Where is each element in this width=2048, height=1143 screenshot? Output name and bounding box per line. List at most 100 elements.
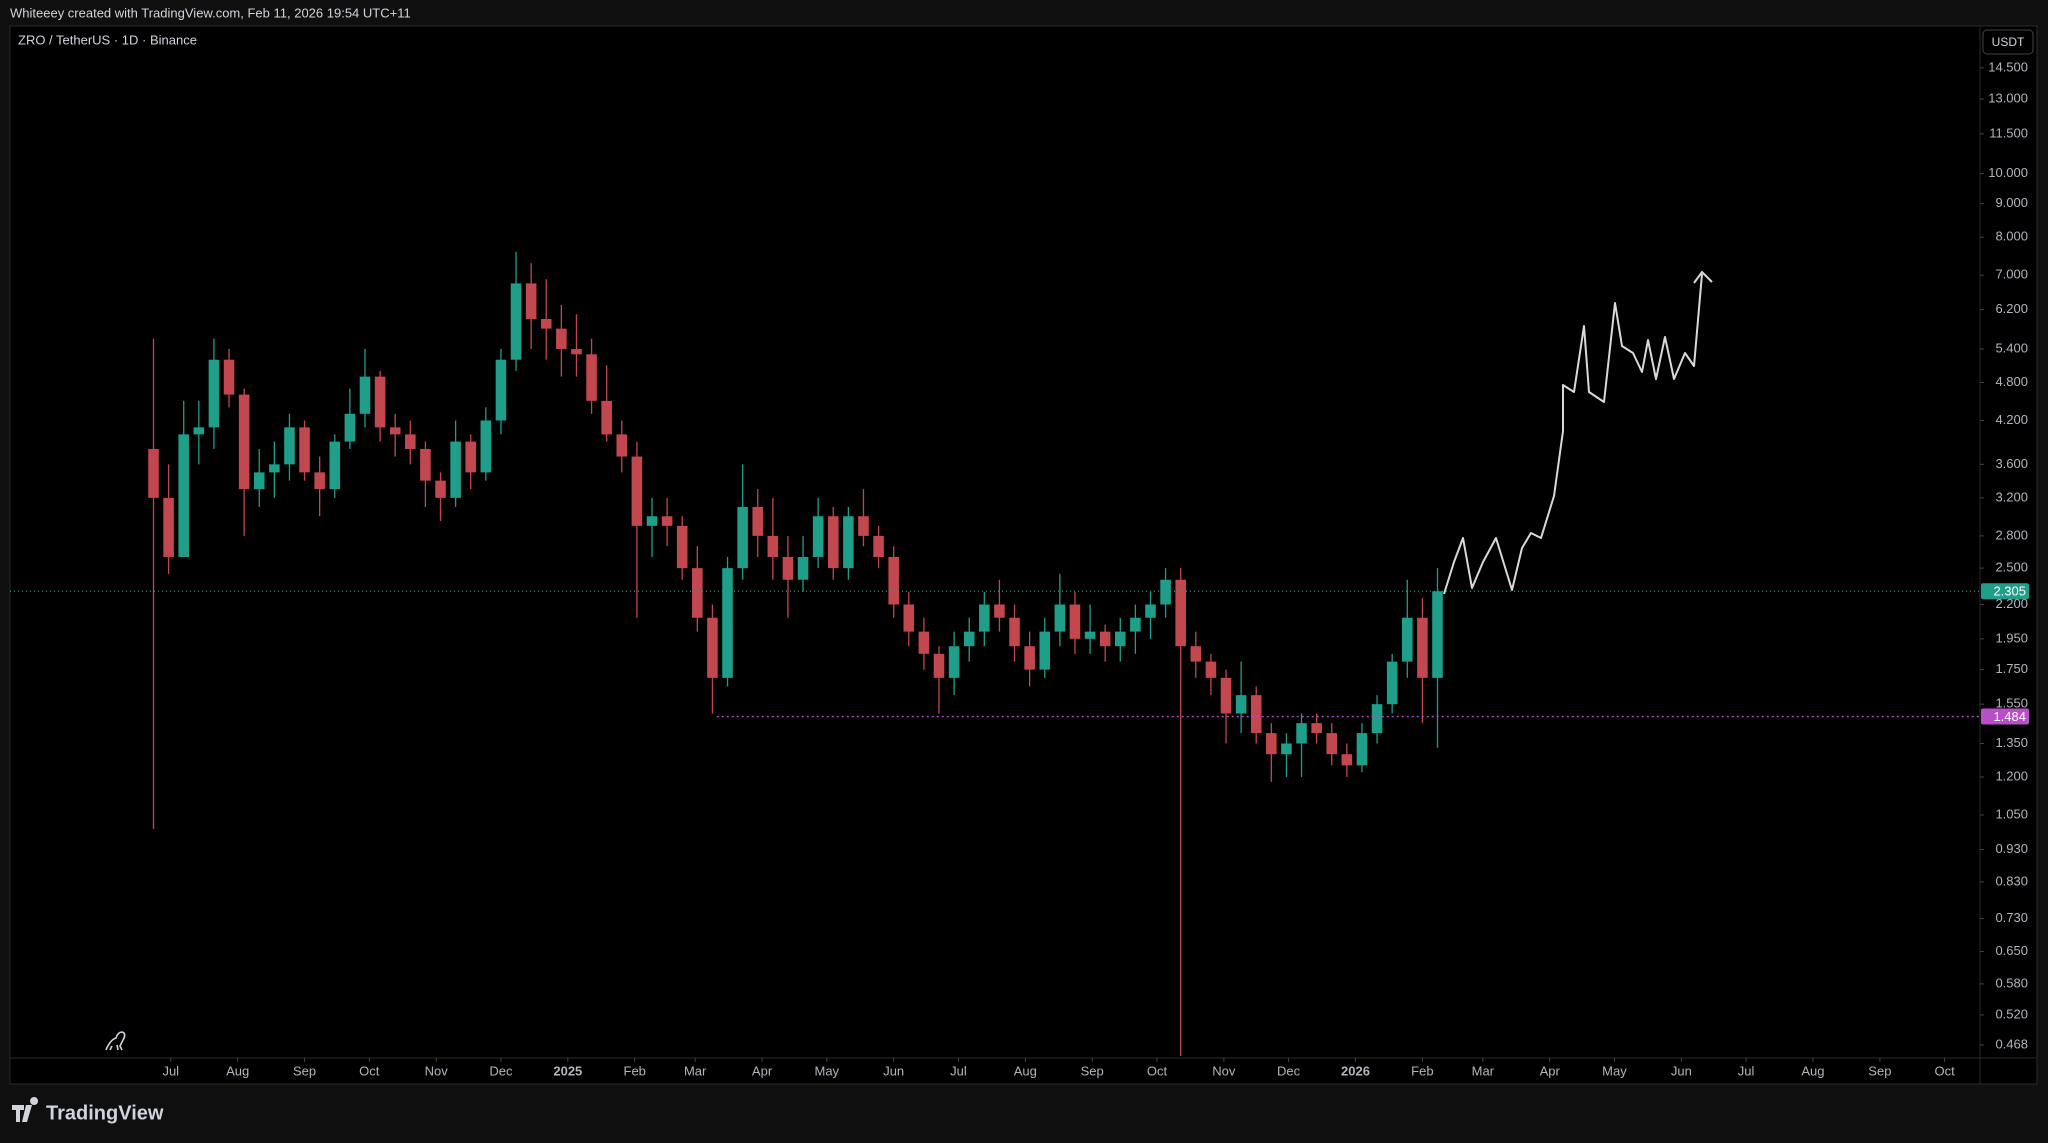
x-tick-label: Aug [1014,1063,1037,1078]
y-tick-label: 3.200 [1995,489,2028,504]
candle-body [827,516,839,569]
candle-body [631,456,643,526]
candle-body [314,472,325,490]
y-tick-label: 4.800 [1995,374,2028,389]
x-tick-label: Sep [293,1063,316,1078]
currency-label: USDT [1992,35,2025,49]
candle-body [933,653,945,678]
price-label: 1.484 [1993,709,2026,724]
x-tick-label: May [815,1063,840,1078]
candle-body [208,359,220,428]
y-tick-label: 3.600 [1995,456,2028,471]
x-tick-label: Sep [1081,1063,1104,1078]
candle-body [1160,579,1171,605]
y-tick-label: 0.580 [1995,975,2028,990]
candle-body [601,400,612,435]
candle-body [359,376,371,414]
candle-body [329,441,341,490]
candle-body [435,480,446,498]
y-tick-label: 8.000 [1995,229,2028,244]
candle-body [253,472,265,490]
x-tick-label: Dec [1277,1063,1301,1078]
y-tick-label: 4.200 [1995,412,2028,427]
candle-body [1432,591,1443,678]
y-tick-label: 1.550 [1995,696,2028,711]
y-tick-label: 0.468 [1995,1036,2028,1051]
candle-body [1175,579,1186,647]
candle-body [1401,617,1413,662]
x-tick-label: Oct [1934,1063,1955,1078]
x-tick-label: Dec [489,1063,513,1078]
candle-body [405,434,416,449]
price-label-box [1981,708,2029,725]
y-tick-label: 1.950 [1995,630,2028,645]
candle-body [616,434,628,457]
candle-body [963,631,975,647]
candle-body [1281,743,1292,755]
x-tick-label: Feb [624,1063,646,1078]
x-tick-label: Feb [1411,1063,1433,1078]
y-tick-label: 13.000 [1988,90,2028,105]
dino-icon[interactable] [105,1031,126,1051]
candle-body [903,604,915,632]
y-tick-label: 0.730 [1995,910,2028,925]
y-tick-label: 1.750 [1995,661,2028,676]
currency-button[interactable] [1982,29,2034,55]
x-tick-label: Sep [1868,1063,1891,1078]
candle-body [1039,631,1051,670]
candle-body [1069,604,1081,639]
y-tick-label: 11.500 [1989,125,2028,140]
candle-body [163,497,174,557]
candle-body [586,354,597,401]
candle-body [1386,661,1398,705]
candle-body [284,427,295,465]
y-tick-label: 2.800 [1995,527,2028,542]
y-tick-label: 9.000 [1995,195,2028,210]
x-tick-label: 2026 [1341,1063,1370,1078]
x-tick-label: Aug [226,1063,249,1078]
y-tick-label: 1.350 [1995,735,2028,750]
x-tick-label: Oct [1147,1063,1168,1078]
candle-body [1024,646,1035,670]
candle-body [722,568,733,678]
candle-body [1326,733,1338,755]
x-tick-label: Apr [752,1063,773,1078]
candle-body [979,604,990,632]
candle-body [661,516,673,526]
candle-body [299,427,310,473]
candle-body [148,448,159,498]
candle-body [450,441,461,498]
candle-body [888,556,899,605]
candle-body [480,420,492,473]
candle-body [540,318,552,329]
y-tick-label: 0.520 [1995,1006,2028,1021]
y-tick-label: 0.930 [1995,841,2028,856]
candle-body [994,604,1005,618]
candle-body [767,535,779,557]
attribution: Whiteeey created with TradingView.com, F… [10,5,411,20]
candle-body [510,283,522,360]
candle-body [1009,617,1020,647]
x-tick-label: Mar [1472,1063,1495,1078]
x-tick-label: Jul [162,1063,179,1078]
x-tick-label: Oct [359,1063,380,1078]
candle-body [1145,604,1156,618]
y-tick-label: 1.050 [1995,806,2028,821]
candle-body [873,535,884,557]
projection-drawing [1443,273,1703,595]
candle-body [1417,617,1428,678]
candle-body [556,328,567,349]
price-label-box [1981,583,2029,600]
y-tick-label: 0.650 [1995,943,2028,958]
candle-body [1356,733,1368,766]
candle-body [1084,631,1096,639]
x-tick-label: Jul [1738,1063,1755,1078]
candle-body [223,359,235,395]
candle-body [1220,677,1232,714]
y-tick-label: 14.500 [1988,59,2028,74]
candle-body [571,348,582,355]
y-tick-label: 0.830 [1995,873,2028,888]
